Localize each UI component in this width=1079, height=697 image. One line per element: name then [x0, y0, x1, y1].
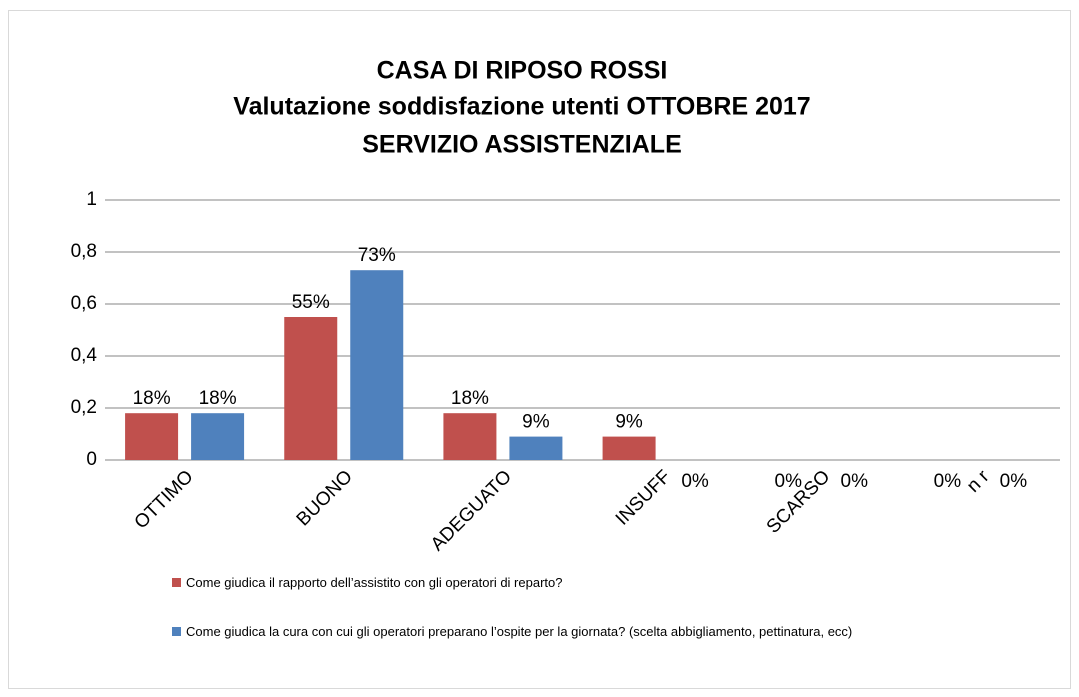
data-label: 9% [615, 412, 643, 433]
data-label: 0% [681, 471, 709, 492]
chart-title: Valutazione soddisfazione utenti OTTOBRE… [233, 93, 810, 121]
legend-label: Come giudica la cura con cui gli operato… [186, 624, 853, 639]
data-label: 0% [775, 471, 803, 492]
bar [284, 317, 338, 460]
legend-swatch [172, 627, 181, 636]
legend-item: Come giudica la cura con cui gli operato… [172, 623, 912, 641]
data-label: 9% [522, 412, 550, 433]
y-tick-label: 1 [86, 189, 97, 210]
data-label: 55% [292, 292, 330, 313]
chart-border [8, 10, 1071, 689]
chart-title: CASA DI RIPOSO ROSSI [377, 57, 668, 85]
bar [125, 413, 179, 460]
data-label: 0% [1000, 471, 1028, 492]
legend-item: Come giudica il rapporto dell’assistito … [172, 574, 912, 592]
data-label: 18% [451, 388, 489, 409]
bar [350, 270, 404, 460]
bar [509, 436, 563, 460]
bar [443, 413, 497, 460]
data-label: 0% [934, 471, 962, 492]
bar [602, 436, 656, 460]
chart-title: SERVIZIO ASSISTENZIALE [362, 131, 682, 159]
data-label: 73% [358, 245, 396, 266]
y-tick-label: 0,8 [71, 241, 97, 262]
y-tick-label: 0,4 [71, 345, 98, 366]
data-label: 18% [199, 388, 237, 409]
data-label: 18% [133, 388, 171, 409]
legend-swatch [172, 578, 181, 587]
y-tick-label: 0,6 [71, 293, 97, 314]
data-label: 0% [841, 471, 869, 492]
legend-label: Come giudica il rapporto dell’assistito … [186, 575, 563, 590]
y-tick-label: 0,2 [71, 397, 97, 418]
bar [191, 413, 245, 460]
y-tick-label: 0 [86, 449, 97, 470]
